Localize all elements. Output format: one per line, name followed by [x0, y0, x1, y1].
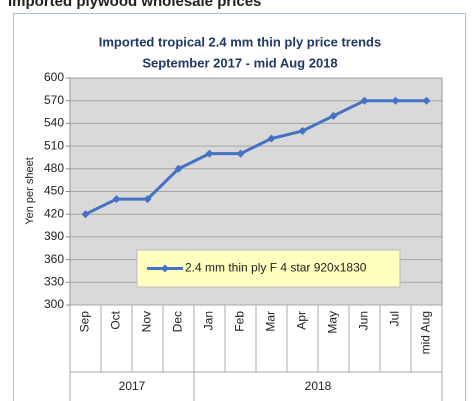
data-point [81, 210, 90, 219]
chart-title: Imported tropical 2.4 mm thin ply price … [99, 34, 381, 49]
y-tick-label: 300 [44, 297, 64, 311]
y-tick-label: 450 [44, 184, 64, 198]
data-point [422, 96, 431, 105]
y-axis-label: Yen per sheet [24, 157, 36, 224]
x-tick-label: Jan [202, 311, 216, 330]
chart-subtitle: September 2017 - mid Aug 2018 [142, 55, 337, 70]
y-tick-label: 600 [44, 70, 64, 84]
x-tick-label: May [326, 311, 340, 334]
series-line [84, 99, 427, 216]
x-tick-label: Sep [78, 311, 92, 333]
data-point [360, 96, 369, 105]
legend-marker [161, 264, 169, 273]
y-tick-label: 390 [44, 229, 64, 243]
x-tick-label: mid Aug [419, 311, 433, 354]
data-point [174, 164, 183, 173]
data-point [329, 111, 338, 120]
page-title: Imported plywood wholesale prices [8, 0, 261, 10]
data-point [112, 195, 121, 204]
data-point [267, 134, 276, 143]
x-tick-label: Feb [233, 311, 247, 332]
x-tick-label: Jul [388, 311, 402, 326]
y-tick-label: 480 [44, 161, 64, 175]
x-tick-label: Jun [357, 311, 371, 330]
x-tick-label: Dec [171, 311, 185, 332]
y-tick-label: 330 [44, 274, 64, 288]
x-tick-label: Apr [295, 311, 309, 330]
group-label: 2017 [119, 379, 146, 393]
data-point [298, 126, 307, 135]
x-tick-label: Oct [109, 310, 123, 329]
data-point [236, 149, 245, 158]
y-tick-label: 570 [44, 93, 64, 107]
y-tick-label: 360 [44, 252, 64, 266]
data-point [391, 96, 400, 105]
data-point [205, 149, 214, 158]
y-tick-label: 540 [44, 116, 64, 130]
x-tick-label: Mar [264, 311, 278, 332]
y-tick-label: 420 [44, 206, 64, 220]
y-tick-label: 510 [44, 138, 64, 152]
group-label: 2018 [305, 379, 332, 393]
data-point [143, 195, 152, 204]
legend-label: 2.4 mm thin ply F 4 star 920x1830 [185, 261, 367, 275]
x-tick-label: Nov [140, 311, 154, 332]
